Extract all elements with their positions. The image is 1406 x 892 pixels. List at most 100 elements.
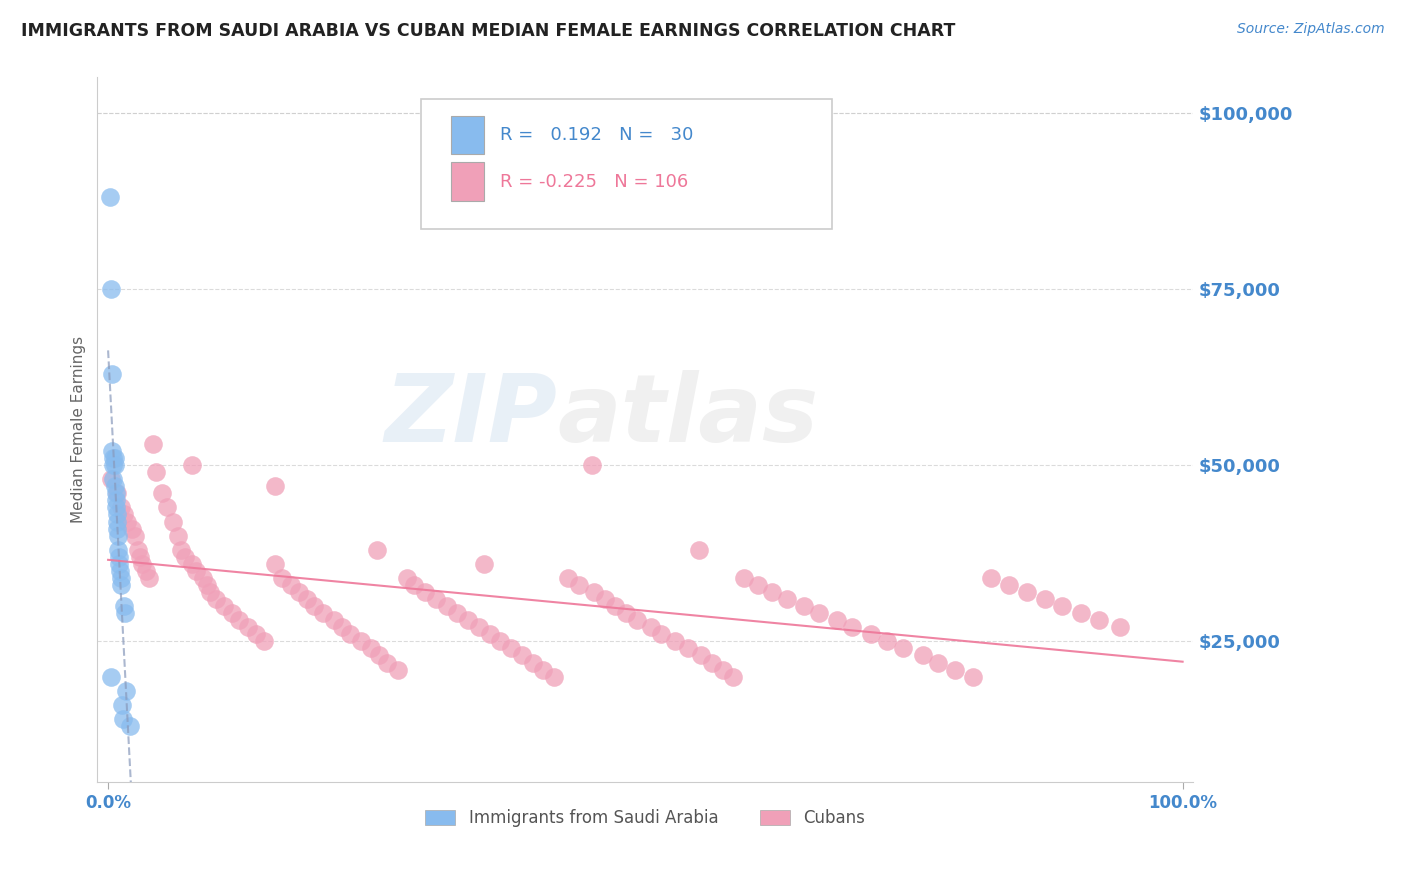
Point: [1109, 620, 1132, 634]
Point: [111, 698, 134, 712]
Point: [103, 472, 125, 486]
Point: [911, 648, 934, 663]
Point: [131, 557, 153, 571]
Point: [100, 670, 122, 684]
Point: [104, 486, 127, 500]
Point: [568, 578, 591, 592]
Point: [112, 599, 135, 614]
Point: [723, 670, 745, 684]
Point: [104, 500, 127, 515]
Point: [761, 585, 783, 599]
Point: [245, 627, 267, 641]
Point: [876, 634, 898, 648]
Point: [110, 578, 132, 592]
Point: [135, 564, 157, 578]
Point: [650, 627, 672, 641]
Text: ZIP: ZIP: [385, 370, 558, 462]
Point: [489, 634, 512, 648]
Point: [288, 585, 311, 599]
Point: [927, 656, 949, 670]
Point: [468, 620, 491, 634]
Legend: Immigrants from Saudi Arabia, Cubans: Immigrants from Saudi Arabia, Cubans: [419, 803, 872, 834]
Point: [330, 620, 353, 634]
Point: [105, 515, 128, 529]
Point: [100, 282, 122, 296]
Point: [499, 641, 522, 656]
Point: [478, 627, 501, 641]
Point: [1015, 585, 1038, 599]
Point: [582, 585, 605, 599]
Point: [605, 599, 627, 614]
Point: [107, 528, 129, 542]
Point: [367, 648, 389, 663]
Point: [304, 599, 326, 614]
Point: [118, 719, 141, 733]
Point: [1087, 613, 1109, 627]
Point: [557, 571, 579, 585]
Point: [980, 571, 1002, 585]
Point: [117, 515, 139, 529]
Point: [98, 190, 121, 204]
Point: [943, 663, 966, 677]
Point: [124, 528, 146, 542]
Point: [280, 578, 302, 592]
Point: [110, 500, 132, 515]
Point: [425, 592, 447, 607]
Point: [108, 557, 131, 571]
Point: [510, 648, 533, 663]
Point: [531, 663, 554, 677]
Point: [688, 542, 710, 557]
Point: [711, 663, 734, 677]
Point: [825, 613, 848, 627]
Point: [997, 578, 1019, 592]
Text: Source: ZipAtlas.com: Source: ZipAtlas.com: [1237, 22, 1385, 37]
Point: [112, 508, 135, 522]
Point: [129, 549, 152, 564]
Point: [312, 606, 335, 620]
Point: [195, 578, 218, 592]
Point: [377, 656, 399, 670]
Point: [174, 549, 197, 564]
Point: [522, 656, 544, 670]
Point: [360, 641, 382, 656]
Point: [1052, 599, 1074, 614]
Point: [103, 479, 125, 493]
Point: [101, 367, 124, 381]
Point: [366, 542, 388, 557]
Point: [395, 571, 418, 585]
Point: [108, 564, 131, 578]
Point: [191, 571, 214, 585]
Point: [105, 486, 128, 500]
Point: [156, 500, 179, 515]
Point: [457, 613, 479, 627]
Point: [793, 599, 815, 614]
Point: [110, 571, 132, 585]
Point: [700, 656, 723, 670]
Point: [271, 571, 294, 585]
Point: [228, 613, 250, 627]
Point: [100, 472, 122, 486]
Point: [138, 571, 160, 585]
Point: [626, 613, 648, 627]
Y-axis label: Median Female Earnings: Median Female Earnings: [72, 336, 86, 524]
Point: [108, 549, 131, 564]
Point: [436, 599, 458, 614]
Point: [101, 444, 124, 458]
Point: [150, 486, 173, 500]
Point: [690, 648, 713, 663]
FancyBboxPatch shape: [420, 99, 832, 229]
Point: [593, 592, 616, 607]
Point: [404, 578, 426, 592]
Point: [263, 557, 285, 571]
Point: [145, 465, 167, 479]
Point: [127, 542, 149, 557]
Point: [295, 592, 318, 607]
Point: [581, 458, 603, 472]
Point: [107, 542, 129, 557]
Point: [221, 606, 243, 620]
Point: [472, 557, 495, 571]
Point: [841, 620, 863, 634]
Point: [349, 634, 371, 648]
Point: [747, 578, 769, 592]
Bar: [451, 162, 484, 201]
